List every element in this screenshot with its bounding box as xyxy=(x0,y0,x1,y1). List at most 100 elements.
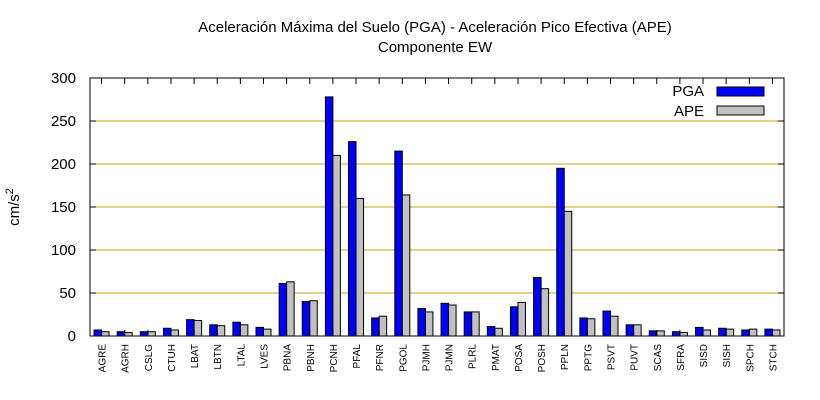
legend: PGA APE xyxy=(672,83,765,120)
bar-ape-plrl xyxy=(471,311,480,337)
bar-pga-puvt xyxy=(625,324,635,337)
legend-swatch-ape xyxy=(716,105,765,116)
bar-pga-pgol xyxy=(394,150,403,337)
chart-subtitle: Componente EW xyxy=(378,39,493,56)
y-tick-label: 250 xyxy=(51,113,76,130)
x-tick-label: POSH xyxy=(537,344,548,372)
bar-pga-psvt xyxy=(602,310,611,337)
y-axis-ticks: 0 50 100 150 200 250 300 xyxy=(51,70,784,345)
x-tick-label: LBAT xyxy=(190,344,201,368)
x-tick-label: PBNH xyxy=(306,344,317,372)
y-tick-label: 200 xyxy=(51,156,76,173)
bar-pga-ppln xyxy=(556,167,565,337)
bar-pga-ctuh xyxy=(162,327,172,337)
bar-pga-lbtn xyxy=(209,324,218,337)
x-tick-label: STCH xyxy=(768,344,779,371)
bar-ape-lbat xyxy=(193,320,203,337)
bar-ape-pmat xyxy=(494,327,503,337)
x-tick-label: SCAS xyxy=(653,344,664,372)
bar-ape-spch xyxy=(748,328,758,337)
x-tick-label: PFAL xyxy=(352,344,363,369)
bar-pga-lves xyxy=(255,326,264,337)
x-tick-label: PFNR xyxy=(375,344,386,371)
x-tick-label: PPLN xyxy=(560,344,571,370)
bar-pga-pjmn xyxy=(440,302,450,337)
x-tick-label: AGRE xyxy=(98,344,109,373)
bar-pga-pfal xyxy=(348,141,357,337)
bar-ape-pfnr xyxy=(378,315,388,337)
bar-ape-sfra xyxy=(679,332,688,337)
x-tick-label: PBNA xyxy=(283,344,294,372)
bar-ape-lves xyxy=(263,328,272,337)
bar-ape-ltal xyxy=(239,324,249,337)
x-tick-label: PUVT xyxy=(630,344,641,371)
x-tick-label: PJMN xyxy=(445,344,456,371)
x-tick-label: PLRL xyxy=(468,344,479,369)
bar-pga-spch xyxy=(741,329,750,337)
legend-label-ape: APE xyxy=(674,103,704,120)
bar-ape-pptg xyxy=(586,318,596,337)
bar-ape-pbna xyxy=(286,281,295,337)
bar-ape-agrh xyxy=(124,332,133,337)
x-tick-label: AGRH xyxy=(121,344,132,373)
y-tick-label: 100 xyxy=(51,242,76,259)
bars xyxy=(93,96,781,337)
bar-pga-sish xyxy=(718,327,727,337)
bar-pga-scas xyxy=(648,330,658,337)
x-tick-label: CTUH xyxy=(167,344,178,372)
y-axis-label-superscript: 2 xyxy=(4,188,16,194)
legend-label-pga: PGA xyxy=(672,83,704,100)
bar-pga-pmat xyxy=(486,326,496,337)
bar-pga-stch xyxy=(764,328,773,337)
x-tick-label: LTAL xyxy=(236,344,247,367)
gridlines xyxy=(90,120,784,294)
bar-ape-pjmn xyxy=(448,304,457,337)
x-tick-label: SPCH xyxy=(745,344,756,372)
bar-ape-cslg xyxy=(147,331,156,337)
bar-ape-posa xyxy=(517,301,526,337)
x-tick-label: CSLG xyxy=(144,344,155,371)
x-tick-label: LVES xyxy=(260,344,271,369)
y-axis-label: cm/s2 xyxy=(4,188,23,226)
x-tick-label: POSA xyxy=(514,344,525,372)
y-tick-label: 150 xyxy=(51,199,76,216)
x-tick-label: PCNH xyxy=(329,344,340,372)
x-tick-label: SISD xyxy=(699,344,710,367)
x-tick-label: SISH xyxy=(722,344,733,367)
x-tick-label: PPTG xyxy=(583,344,594,371)
bar-ape-pfal xyxy=(355,197,365,337)
bar-ape-posh xyxy=(540,288,550,337)
x-tick-label: PSVT xyxy=(607,344,618,370)
bar-ape-stch xyxy=(771,329,781,337)
bar-ape-pbnh xyxy=(309,300,318,337)
bar-pga-lbat xyxy=(186,319,195,337)
bar-ape-agre xyxy=(101,331,110,337)
x-tick-label: PGOL xyxy=(398,344,409,372)
bar-ape-ppln xyxy=(563,210,573,337)
bar-pga-sisd xyxy=(695,326,704,337)
bar-ape-psvt xyxy=(610,315,619,337)
bar-ape-sisd xyxy=(702,329,712,337)
bar-pga-posh xyxy=(533,277,542,337)
y-tick-label: 300 xyxy=(51,70,76,87)
bar-ape-pgol xyxy=(401,194,411,337)
y-tick-label: 0 xyxy=(68,328,76,345)
bar-pga-cslg xyxy=(139,331,149,337)
bar-pga-pcnh xyxy=(324,96,334,337)
x-tick-label: LBTN xyxy=(213,344,224,370)
bar-pga-plrl xyxy=(463,311,473,337)
bar-pga-posa xyxy=(509,306,519,337)
x-axis-ticks: AGRE AGRH CSLG CTUH LBAT LBTN LTAL LVES PBNA PBNH… xyxy=(98,78,779,373)
bar-ape-sish xyxy=(725,328,735,337)
bar-pga-pjmh xyxy=(417,307,426,337)
bar-ape-ctuh xyxy=(170,329,179,337)
y-axis-label-base: cm/s xyxy=(6,194,23,226)
bar-ape-pjmh xyxy=(424,311,434,337)
bar-pga-pfnr xyxy=(371,317,380,337)
bar-pga-agre xyxy=(93,329,103,337)
bar-pga-pptg xyxy=(579,317,588,337)
y-tick-label: 50 xyxy=(59,285,76,302)
bar-ape-lbtn xyxy=(216,325,226,337)
x-tick-label: PJMH xyxy=(421,344,432,371)
